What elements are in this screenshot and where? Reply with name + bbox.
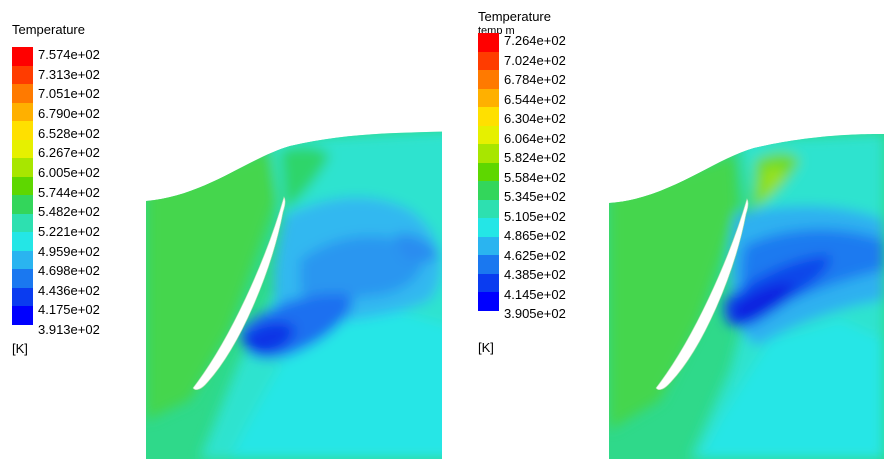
tick-label: 4.865e+02 (504, 228, 566, 243)
tick-label: 7.313e+02 (38, 66, 100, 82)
tick-label: 6.790e+02 (38, 105, 100, 121)
colorbar-band (12, 287, 33, 307)
colorbar-band (12, 121, 33, 141)
colorbar-band (478, 273, 499, 293)
tick-label: 4.385e+02 (504, 267, 566, 282)
colorbar (12, 47, 33, 326)
tick-label: 4.436e+02 (38, 282, 100, 298)
colorbar-band (12, 139, 33, 159)
colorbar-band (12, 47, 33, 67)
tick-label: 3.913e+02 (38, 322, 100, 337)
colorbar-band (478, 88, 499, 108)
colorbar-band (478, 125, 499, 145)
colorbar-band (12, 84, 33, 104)
colorbar-band (12, 269, 33, 289)
tick-label: 5.105e+02 (504, 208, 566, 224)
tick-label: 6.267e+02 (38, 145, 100, 161)
legend-title: Temperature (478, 9, 551, 24)
right-contour-panel: Temperature temp m 7.264e+02 7.024e+02 6… (463, 0, 884, 459)
colorbar-band (478, 181, 499, 201)
colorbar-band (478, 236, 499, 256)
tick-label: 5.482e+02 (38, 204, 100, 220)
colorbar (478, 33, 499, 312)
tick-label: 5.221e+02 (38, 223, 100, 239)
tick-label: 4.175e+02 (38, 302, 100, 318)
colorbar-band (478, 292, 499, 312)
tick-label: 4.959e+02 (38, 243, 100, 259)
colorbar-band (478, 51, 499, 71)
colorbar-band (12, 232, 33, 252)
colorbar-band (12, 250, 33, 270)
colorbar-band (12, 306, 33, 326)
colorbar-band (478, 218, 499, 238)
tick-label: 6.005e+02 (38, 164, 100, 180)
colorbar-band (478, 70, 499, 90)
colorbar-ticks: 7.264e+02 7.024e+02 6.784e+02 6.544e+02 … (504, 33, 624, 323)
colorbar-band (478, 144, 499, 164)
tick-label: 7.264e+02 (504, 33, 566, 48)
colorbar-band (12, 158, 33, 178)
tick-label: 6.784e+02 (504, 72, 566, 87)
colorbar-band (12, 102, 33, 122)
unit-label: [K] (12, 341, 28, 356)
tick-label: 7.024e+02 (504, 52, 566, 68)
colorbar-band (12, 176, 33, 196)
tick-label: 4.698e+02 (38, 263, 100, 279)
tick-label: 3.905e+02 (504, 306, 566, 321)
tick-label: 4.625e+02 (504, 247, 566, 263)
tick-label: 5.824e+02 (504, 150, 566, 165)
colorbar-band (478, 162, 499, 182)
tick-label: 6.064e+02 (504, 130, 566, 146)
tick-label: 5.345e+02 (504, 189, 566, 204)
colorbar-ticks: 7.574e+02 7.313e+02 7.051e+02 6.790e+02 … (38, 47, 158, 337)
tick-label: 7.051e+02 (38, 86, 100, 102)
tick-label: 6.304e+02 (504, 111, 566, 126)
left-contour-panel: Temperature 7.574e+02 7.313e+02 7.051e+0… (12, 22, 442, 459)
temperature-contour-plot (146, 131, 442, 459)
tick-label: 7.574e+02 (38, 47, 100, 62)
legend-title: Temperature (12, 22, 85, 37)
colorbar-band (478, 33, 499, 53)
tick-label: 4.145e+02 (504, 286, 566, 302)
tick-label: 6.544e+02 (504, 91, 566, 107)
colorbar-band (12, 195, 33, 215)
tick-label: 5.584e+02 (504, 169, 566, 185)
colorbar-band (478, 255, 499, 275)
colorbar-band (478, 107, 499, 127)
colorbar-band (478, 199, 499, 219)
tick-label: 5.744e+02 (38, 184, 100, 200)
unit-label: [K] (478, 340, 494, 355)
tick-label: 6.528e+02 (38, 125, 100, 141)
colorbar-band (12, 65, 33, 85)
colorbar-band (12, 213, 33, 233)
